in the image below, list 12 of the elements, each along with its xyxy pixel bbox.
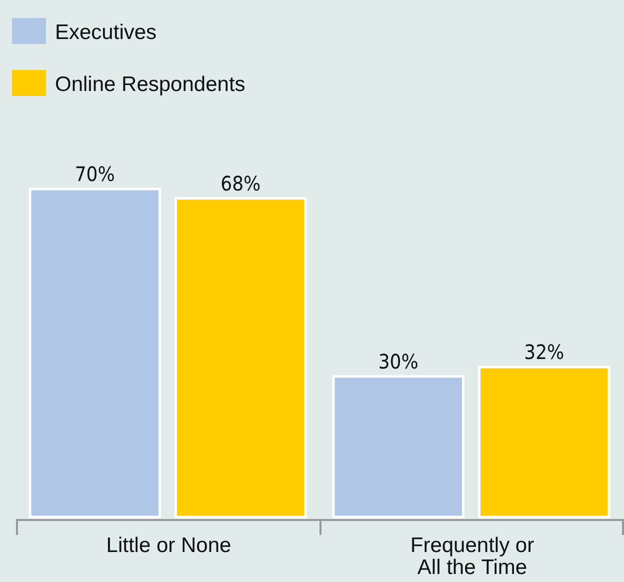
- x-tick-label: Little or None: [106, 534, 232, 557]
- data-label: 32%: [524, 340, 564, 364]
- bar: [478, 366, 610, 518]
- bar: [174, 197, 307, 518]
- bar: [28, 188, 161, 518]
- data-label: 30%: [378, 349, 418, 374]
- data-label: 68%: [220, 171, 261, 196]
- legend-label: Executives: [55, 21, 157, 44]
- x-tick-label: Frequently or All the Time: [410, 534, 534, 579]
- legend-label: Online Respondents: [55, 73, 246, 96]
- bar: [332, 375, 464, 518]
- data-label: 70%: [74, 162, 115, 186]
